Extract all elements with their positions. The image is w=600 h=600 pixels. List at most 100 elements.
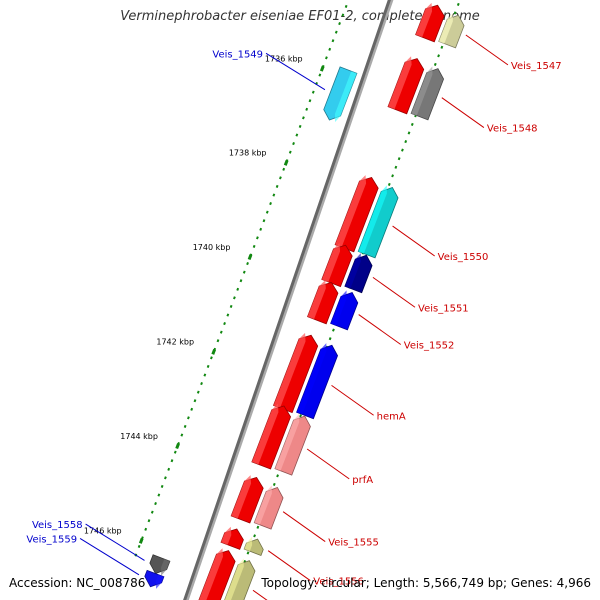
outer-track-dot (282, 167, 286, 171)
cds-highlight (274, 413, 300, 471)
outer-track-dot (265, 210, 269, 214)
outer-track-dot (160, 484, 164, 488)
outer-track-dot (196, 390, 200, 394)
tick-label: 1736 kbp (265, 54, 303, 63)
inner-track-dot (456, 2, 460, 6)
forward-gene-highlight (321, 242, 341, 282)
inner-track-dot (391, 174, 394, 178)
gene-label: Veis_1558 (32, 520, 83, 531)
label-leader (282, 511, 326, 542)
outer-track-dot (226, 313, 230, 317)
cds-highlight (224, 558, 244, 600)
gene-label: Veis_1556 (313, 577, 364, 588)
inner-track-dot (397, 157, 401, 161)
forward-gene-highlight (273, 332, 306, 408)
inner-track-dot (272, 482, 276, 486)
page-title: Verminephrobacter eiseniae EF01-2, compl… (120, 9, 480, 24)
inner-track-dot (407, 131, 411, 135)
gene-label: Veis_1555 (328, 538, 379, 549)
forward-gene-highlight (198, 548, 223, 600)
label-leader (267, 550, 311, 581)
outer-track-dot (318, 73, 322, 77)
inner-track-dot (328, 337, 332, 341)
cds-highlight (411, 66, 433, 116)
outer-track-dot (170, 459, 174, 463)
tick-layer: 1736 kbp 1738 kbp 1740 kbp 1742 kbp 1744 kbp… (84, 54, 325, 544)
cds-highlight (244, 536, 253, 552)
label-leader (265, 52, 326, 91)
outer-track-dot (167, 467, 171, 471)
outer-track-dot (206, 364, 210, 368)
outer-track-dot (262, 219, 266, 223)
inner-track-dot (394, 165, 398, 169)
genome-backbone (183, 0, 391, 600)
tick-label: 1744 kbp (120, 432, 158, 441)
outer-track-dot (216, 339, 220, 343)
gene-label: Veis_1552 (404, 340, 455, 351)
outer-track-dot (193, 399, 197, 403)
gene-label: Veis_1547 (511, 61, 562, 72)
inner-track-dot (433, 62, 437, 66)
inner-track-dot (404, 139, 408, 144)
tick-mark (175, 443, 180, 450)
gene-label: Veis_1550 (438, 252, 489, 263)
forward-gene-highlight (307, 280, 326, 320)
forward-gene-highlight (221, 526, 232, 545)
outer-track-dot (190, 407, 194, 411)
cds-highlight (438, 13, 453, 44)
outer-track-dot (154, 502, 157, 506)
label-leader (252, 589, 268, 600)
inner-track-dot (276, 474, 279, 478)
outer-track-dot (279, 176, 282, 180)
outer-track-dot (344, 4, 348, 8)
outer-track-dot (210, 356, 213, 360)
outer-track-dot (288, 150, 292, 154)
label-leader (79, 538, 140, 576)
cds-highlight (330, 290, 347, 326)
cds-highlight (254, 485, 272, 525)
gene-label: hemA (377, 411, 406, 422)
outer-track-dot (236, 287, 240, 291)
outer-track-dot (223, 322, 226, 326)
inner-track-dot (453, 11, 457, 15)
outer-track-dot (173, 450, 177, 454)
outer-track-dot (298, 124, 302, 128)
cds-highlight (334, 71, 357, 123)
inner-track-dot (256, 525, 260, 529)
inner-track-dot (440, 45, 444, 49)
accession-label: Accession: NC_008786 (9, 576, 146, 590)
cds-highlight (161, 559, 170, 576)
forward-gene-highlight (415, 2, 433, 38)
gene-label: Veis_1551 (418, 303, 469, 314)
outer-track-dot (157, 493, 161, 497)
cds-highlight (344, 253, 361, 289)
forward-gene-highlight (388, 56, 412, 110)
label-leader (306, 448, 350, 480)
outer-track-dot (256, 236, 259, 240)
inner-track-dot (299, 414, 302, 418)
label-leader (85, 523, 145, 561)
inner-track-dot (437, 54, 440, 58)
outer-track-dot (252, 244, 256, 248)
outer-track-dot (239, 279, 243, 283)
cds-highlight (296, 343, 327, 415)
outer-track-dot (328, 47, 332, 51)
outer-track-dot (295, 133, 299, 137)
outer-track-dot (137, 544, 141, 548)
outer-track-dot (219, 330, 223, 334)
outer-track-dot (269, 202, 272, 206)
forward-gene-highlight (231, 475, 252, 519)
tick-mark (247, 254, 253, 261)
tick-label: 1738 kbp (229, 149, 267, 158)
outer-track-dot (275, 184, 279, 188)
gene-labels: Veis_1547 Veis_1548 Veis_1549 Veis_1550 Veis… (26, 34, 562, 600)
label-leader (372, 276, 416, 308)
label-leader (441, 97, 485, 128)
outer-track-dot (229, 304, 233, 308)
outer-track-dot (308, 99, 312, 103)
inner-track-dot (246, 551, 250, 555)
tick-mark (283, 159, 289, 166)
outer-track-dot (325, 56, 328, 60)
inner-track-dot (253, 534, 256, 538)
